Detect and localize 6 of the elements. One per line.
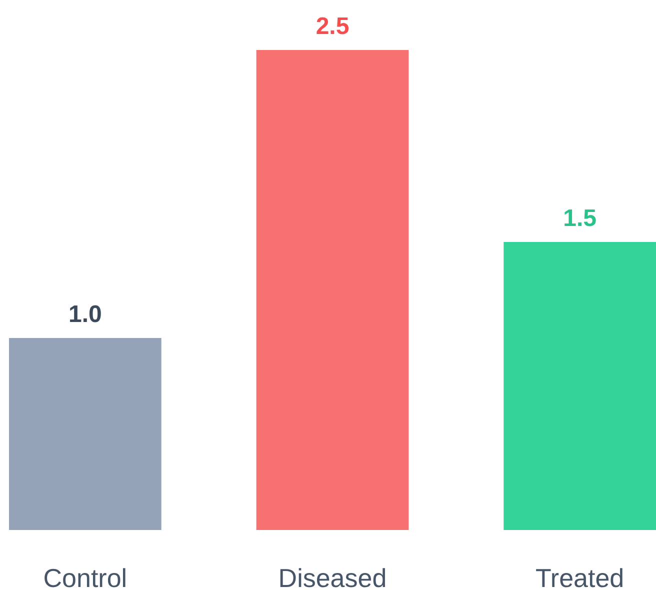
data-label: 1.5 — [563, 205, 597, 232]
data-label: 1.0 — [68, 301, 102, 328]
x-tick-label: Diseased — [278, 563, 387, 590]
x-tick-label: Control — [43, 563, 128, 590]
data-label: 2.5 — [316, 13, 350, 40]
x-tick-label: Treated — [536, 563, 624, 590]
